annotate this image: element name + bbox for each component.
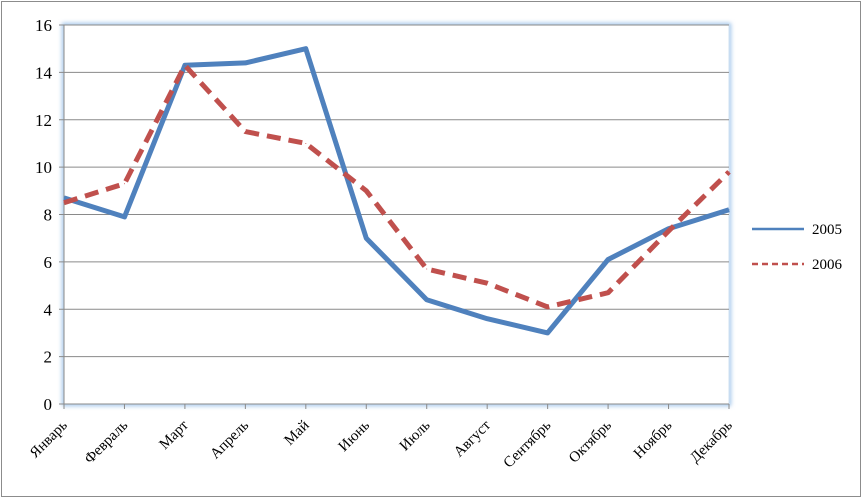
data-point-2005 bbox=[63, 197, 65, 199]
data-point-2005 bbox=[123, 216, 125, 218]
grid bbox=[64, 24, 729, 358]
legend: 2005 2006 bbox=[752, 222, 843, 273]
y-tick-label: 4 bbox=[44, 300, 53, 319]
y-tick-label: 10 bbox=[35, 158, 52, 177]
data-point-2006 bbox=[184, 64, 186, 66]
data-point-2006 bbox=[123, 183, 125, 185]
x-tick-label: Сентябрь bbox=[501, 417, 555, 471]
data-point-2006 bbox=[547, 306, 549, 308]
data-point-2005 bbox=[607, 259, 609, 261]
data-point-2005 bbox=[305, 48, 307, 50]
data-point-2005 bbox=[244, 62, 246, 64]
data-point-2006 bbox=[668, 230, 670, 232]
data-point-2006 bbox=[607, 292, 609, 294]
x-tick-label: Февраль bbox=[82, 417, 132, 467]
x-tick-label: Декабрь bbox=[687, 417, 736, 466]
data-point-2006 bbox=[486, 282, 488, 284]
series-group bbox=[63, 46, 731, 336]
data-point-2006 bbox=[305, 142, 307, 144]
y-tick-label: 16 bbox=[35, 16, 52, 35]
y-axis: 0 2 4 6 8 10 12 14 16 bbox=[35, 16, 65, 414]
data-point-2006 bbox=[244, 131, 246, 133]
x-tick-label: Май bbox=[282, 418, 313, 449]
data-point-2005 bbox=[426, 299, 428, 301]
y-tick-label: 14 bbox=[35, 63, 53, 82]
data-point-2006 bbox=[63, 202, 65, 204]
legend-label-2005: 2005 bbox=[812, 222, 842, 238]
series-line-2005 bbox=[63, 46, 730, 336]
y-tick-label: 6 bbox=[44, 253, 53, 272]
data-point-2006 bbox=[365, 190, 367, 192]
x-tick-label: Август bbox=[451, 417, 494, 460]
data-point-2005 bbox=[728, 209, 730, 211]
data-point-2006 bbox=[728, 171, 730, 173]
x-tick-label: Апрель bbox=[207, 417, 252, 462]
y-tick-label: 2 bbox=[44, 348, 53, 367]
series-line-2006 bbox=[63, 62, 731, 310]
y-tick-label: 0 bbox=[44, 395, 53, 414]
x-axis: Январь Февраль Март Апрель Май Июнь Июль Август… bbox=[27, 403, 736, 471]
legend-label-2006: 2006 bbox=[812, 257, 843, 273]
data-point-2006 bbox=[426, 268, 428, 270]
x-tick-label: Ноябрь bbox=[631, 417, 676, 462]
x-tick-label: Июль bbox=[397, 417, 434, 454]
data-point-2005 bbox=[547, 332, 549, 334]
y-tick-label: 8 bbox=[44, 206, 53, 225]
data-point-2005 bbox=[486, 318, 488, 320]
x-tick-label: Март bbox=[156, 417, 192, 453]
y-tick-label: 12 bbox=[35, 111, 52, 130]
x-tick-label: Июнь bbox=[336, 417, 374, 455]
x-tick-label: Январь bbox=[27, 417, 71, 461]
data-point-2005 bbox=[365, 237, 367, 239]
x-tick-label: Октябрь bbox=[566, 417, 615, 466]
